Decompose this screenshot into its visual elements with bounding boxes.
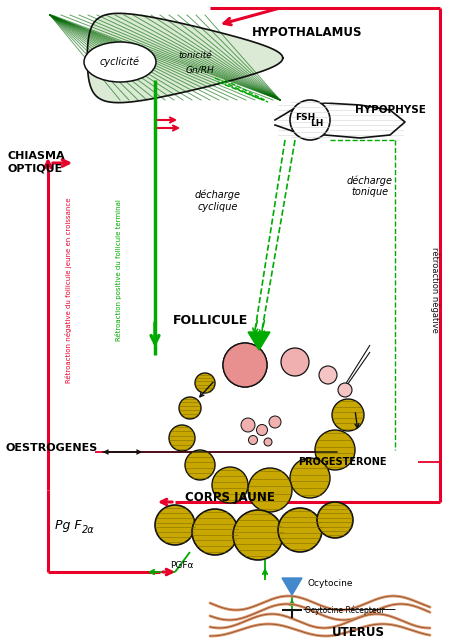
- Circle shape: [249, 435, 258, 444]
- Text: FSH: FSH: [295, 113, 315, 122]
- Text: décharge
tonique: décharge tonique: [347, 175, 393, 197]
- Circle shape: [317, 502, 353, 538]
- Polygon shape: [275, 103, 405, 138]
- Circle shape: [315, 430, 355, 470]
- Circle shape: [248, 468, 292, 512]
- Text: Gn/RH: Gn/RH: [186, 66, 214, 75]
- Circle shape: [269, 416, 281, 428]
- Circle shape: [281, 348, 309, 376]
- Text: CORPS JAUNE: CORPS JAUNE: [185, 491, 275, 505]
- Circle shape: [195, 373, 215, 393]
- Circle shape: [319, 366, 337, 384]
- Text: HYPOTHALAMUS: HYPOTHALAMUS: [252, 26, 363, 39]
- Ellipse shape: [84, 42, 156, 82]
- Circle shape: [185, 450, 215, 480]
- Polygon shape: [282, 578, 302, 595]
- Polygon shape: [87, 14, 283, 103]
- Text: tonicité: tonicité: [178, 51, 212, 60]
- Text: 2α: 2α: [82, 525, 95, 535]
- Circle shape: [155, 505, 195, 545]
- Circle shape: [338, 383, 352, 397]
- Circle shape: [212, 467, 248, 503]
- Text: HYPOPHYSE: HYPOPHYSE: [355, 105, 426, 115]
- Text: PROGESTERONE: PROGESTERONE: [298, 457, 387, 467]
- Circle shape: [223, 343, 267, 387]
- Circle shape: [278, 508, 322, 552]
- Text: cyclicité: cyclicité: [100, 57, 140, 68]
- Text: UTERUS: UTERUS: [331, 626, 385, 638]
- Circle shape: [223, 343, 267, 387]
- Text: rétroaction négative: rétroaction négative: [430, 247, 440, 333]
- Text: CHIASMA
OPTIQUE: CHIASMA OPTIQUE: [8, 151, 66, 173]
- Circle shape: [233, 510, 283, 560]
- Circle shape: [332, 399, 364, 431]
- Text: Pg F: Pg F: [55, 518, 82, 532]
- Text: FOLLICULE: FOLLICULE: [172, 314, 248, 327]
- Text: Rétroaction positive du follicule terminal: Rétroaction positive du follicule termin…: [115, 199, 121, 341]
- Circle shape: [264, 438, 272, 446]
- Text: décharge
cyclique: décharge cyclique: [195, 190, 241, 212]
- Polygon shape: [248, 332, 270, 350]
- Circle shape: [179, 397, 201, 419]
- Text: Rétroaction négative du follicule jeune en croissance: Rétroaction négative du follicule jeune …: [64, 197, 72, 383]
- Circle shape: [290, 100, 330, 140]
- Circle shape: [290, 458, 330, 498]
- Text: LH: LH: [310, 120, 324, 129]
- Circle shape: [257, 424, 267, 435]
- Circle shape: [192, 509, 238, 555]
- Text: Ocytocine Récepteur: Ocytocine Récepteur: [305, 605, 385, 615]
- Text: PGFα: PGFα: [170, 561, 193, 570]
- Text: Ocytocine: Ocytocine: [307, 579, 353, 588]
- Circle shape: [169, 425, 195, 451]
- Circle shape: [241, 418, 255, 432]
- Text: OESTROGENES: OESTROGENES: [5, 443, 97, 453]
